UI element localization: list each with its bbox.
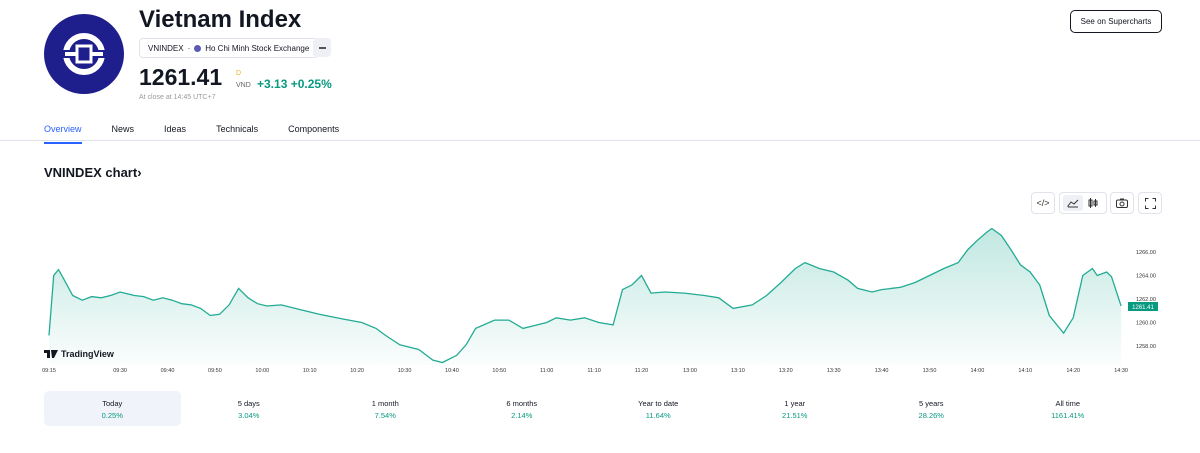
period-5-days[interactable]: 5 days 3.04% [181,391,318,426]
x-tick-label: 10:50 [492,368,506,374]
x-tick-label: 14:30 [1114,368,1128,374]
candles-icon[interactable] [1083,195,1103,211]
period-all-time[interactable]: All time 1161.41% [1000,391,1137,426]
x-tick-label: 09:15 [42,368,56,374]
embed-icon: </> [1036,198,1050,208]
x-tick-label: 13:40 [875,368,889,374]
period-change: 28.26% [918,411,944,420]
x-tick-label: 10:40 [445,368,459,374]
tab-overview[interactable]: Overview [44,124,82,144]
period-label: Year to date [638,399,679,408]
last-price-marker [1128,302,1158,311]
line-chart-icon[interactable] [1063,195,1083,211]
chart-title: VNINDEX chart [44,165,138,180]
x-tick-label: 11:20 [635,368,648,374]
period-change: 3.04% [238,411,260,420]
period-year-to-date[interactable]: Year to date 11.64% [590,391,727,426]
separator: · [187,43,191,53]
change-abs: +3.13 [257,77,288,91]
fullscreen-button[interactable] [1138,192,1162,214]
period-change: 2.14% [511,411,533,420]
y-tick-label: 1264.00 [1136,274,1156,280]
tab-ideas[interactable]: Ideas [164,124,187,134]
period-label: 6 months [506,399,538,408]
period-label: 5 years [918,399,944,408]
currency-code: VND [236,82,251,89]
chart-style-group [1059,192,1107,214]
exchange-icon [194,44,202,52]
camera-icon [1112,195,1132,211]
last-price-label: 1261.41 [1132,305,1154,311]
period-label: Today [102,399,123,408]
snapshot-button[interactable] [1110,192,1134,214]
x-tick-label: 09:50 [208,368,222,374]
period-6-months[interactable]: 6 months 2.14% [454,391,591,426]
x-tick-label: 10:20 [350,368,364,374]
period-5-years[interactable]: 5 years 28.26% [863,391,1000,426]
change-pct: +0.25% [290,77,332,91]
symbol: VNINDEX [148,43,184,53]
price-line [48,227,1122,364]
x-tick-label: 13:00 [683,368,697,374]
minus-icon [318,46,326,49]
vn-index-logo [44,14,124,94]
x-tick-label: 13:20 [779,368,793,374]
currency: D VND [236,68,251,92]
x-tick-label: 13:10 [731,368,745,374]
chevron-right-icon: › [137,165,142,180]
x-tick-label: 09:40 [161,368,175,374]
period-change: 1161.41% [1051,411,1085,420]
y-tick-label: 1260.00 [1136,321,1156,327]
period-1-year[interactable]: 1 year 21.51% [727,391,864,426]
currency-symbol: D [236,70,242,77]
x-tick-label: 10:30 [398,368,412,374]
tab-technicals[interactable]: Technicals [216,124,259,134]
tab-components[interactable]: Components [288,124,340,134]
period-change: 0.25% [101,411,123,420]
price-chart[interactable]: 09:15 09:30 09:40 09:50 10:00 10:10 10:20 10:30… [0,215,1200,380]
x-tick-label: 13:50 [923,368,937,374]
period-change: 21.51% [782,411,808,420]
period-label: 5 days [237,399,260,408]
chart-title-link[interactable]: VNINDEX chart› [44,165,142,180]
period-label: 1 year [784,399,806,408]
x-tick-label: 14:10 [1018,368,1032,374]
tab-bar: Overview News Ideas Technicals Component… [44,124,369,144]
embed-button[interactable]: </> [1031,192,1055,214]
period-selector: Today 0.25% 5 days 3.04% 1 month 7.54% 6 month… [44,391,1136,426]
tradingview-watermark: TradingView [44,349,114,359]
divider [0,140,1200,141]
period-label: All time [1055,399,1081,408]
x-tick-label: 11:10 [587,368,600,374]
x-tick-label: 13:30 [827,368,841,374]
x-tick-label: 14:00 [971,368,985,374]
x-tick-label: 10:10 [303,368,317,374]
x-tick-label: 14:20 [1066,368,1080,374]
watermark-text: TradingView [61,349,114,359]
tradingview-logo-icon [44,350,58,358]
fullscreen-icon [1140,195,1160,211]
period-change: 7.54% [374,411,396,420]
period-1-month[interactable]: 1 month 7.54% [317,391,454,426]
period-change: 11.64% [645,411,671,420]
x-tick-label: 10:00 [255,368,269,374]
period-label: 1 month [371,399,399,408]
exchange-badge[interactable]: VNINDEX · Ho Chi Minh Stock Exchange [139,38,319,58]
unfollow-button[interactable] [313,38,331,57]
close-note: At close at 14:45 UTC+7 [139,94,216,101]
tab-news[interactable]: News [111,124,135,134]
y-tick-label: 1258.00 [1136,344,1156,350]
y-tick-label: 1266.00 [1136,250,1156,256]
price: 1261.41 [139,64,223,90]
x-tick-label: 11:00 [540,368,553,374]
x-tick-label: 09:30 [113,368,127,374]
see-on-supercharts-button[interactable]: See on Supercharts [1070,10,1162,33]
price-change: +3.13 +0.25% [257,77,332,91]
y-tick-label: 1262.00 [1136,297,1156,303]
price-area [49,228,1122,365]
exchange-name: Ho Chi Minh Stock Exchange [205,43,310,53]
period-today[interactable]: Today 0.25% [44,391,181,426]
page-title: Vietnam Index [139,6,302,33]
